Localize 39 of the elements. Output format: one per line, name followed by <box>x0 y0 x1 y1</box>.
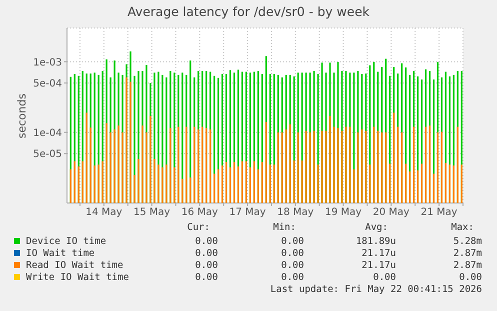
x-tick-label: 18 May <box>277 207 314 218</box>
text: 0.00 <box>195 236 218 247</box>
x-tick-label: 19 May <box>325 207 362 218</box>
text: 0.00 <box>281 248 304 259</box>
x-tick-label: 16 May <box>181 207 218 218</box>
text: 0.00 <box>373 272 396 283</box>
legend-label: Write IO Wait time <box>26 272 129 283</box>
text: 2.87m <box>453 260 482 271</box>
text: 21.17u <box>362 260 396 271</box>
text: 0.00 <box>195 272 218 283</box>
y-tick-label: 1e-04 <box>33 128 62 139</box>
x-tick-label: 17 May <box>229 207 266 218</box>
y-tick-label: 5e-04 <box>33 78 62 90</box>
y-tick-label: 5e-05 <box>33 149 62 160</box>
text: 0.00 <box>281 272 304 283</box>
legend-label: Read IO Wait time <box>26 260 124 271</box>
legend-label: Device IO time <box>26 236 106 247</box>
text: Last update: Fri May 22 00:41:15 2026 <box>270 284 482 295</box>
text: Avg: <box>365 222 388 233</box>
y-tick-label: 1e-03 <box>33 57 62 68</box>
text: 0.00 <box>195 248 218 259</box>
chart-title: Average latency for /dev/sr0 - by week <box>126 4 370 19</box>
text: 2.87m <box>453 248 482 259</box>
text: 0.00 <box>281 260 304 271</box>
x-tick-label: 14 May <box>86 207 122 218</box>
text: Cur: <box>187 222 210 233</box>
text: 0.00 <box>195 260 218 271</box>
text: Min: <box>273 222 296 233</box>
x-tick-label: 20 May <box>372 207 410 218</box>
text: 5.28m <box>453 236 482 247</box>
legend-label: IO Wait time <box>26 248 95 259</box>
x-tick-label: 15 May <box>133 207 170 218</box>
text: 181.89u <box>356 236 396 247</box>
text: 0.00 <box>459 272 482 283</box>
text: 0.00 <box>281 236 304 247</box>
text: Max: <box>451 222 474 233</box>
x-tick-label: 21 May <box>420 207 458 218</box>
y-axis-title: seconds <box>16 94 28 138</box>
text: 21.17u <box>362 248 396 259</box>
